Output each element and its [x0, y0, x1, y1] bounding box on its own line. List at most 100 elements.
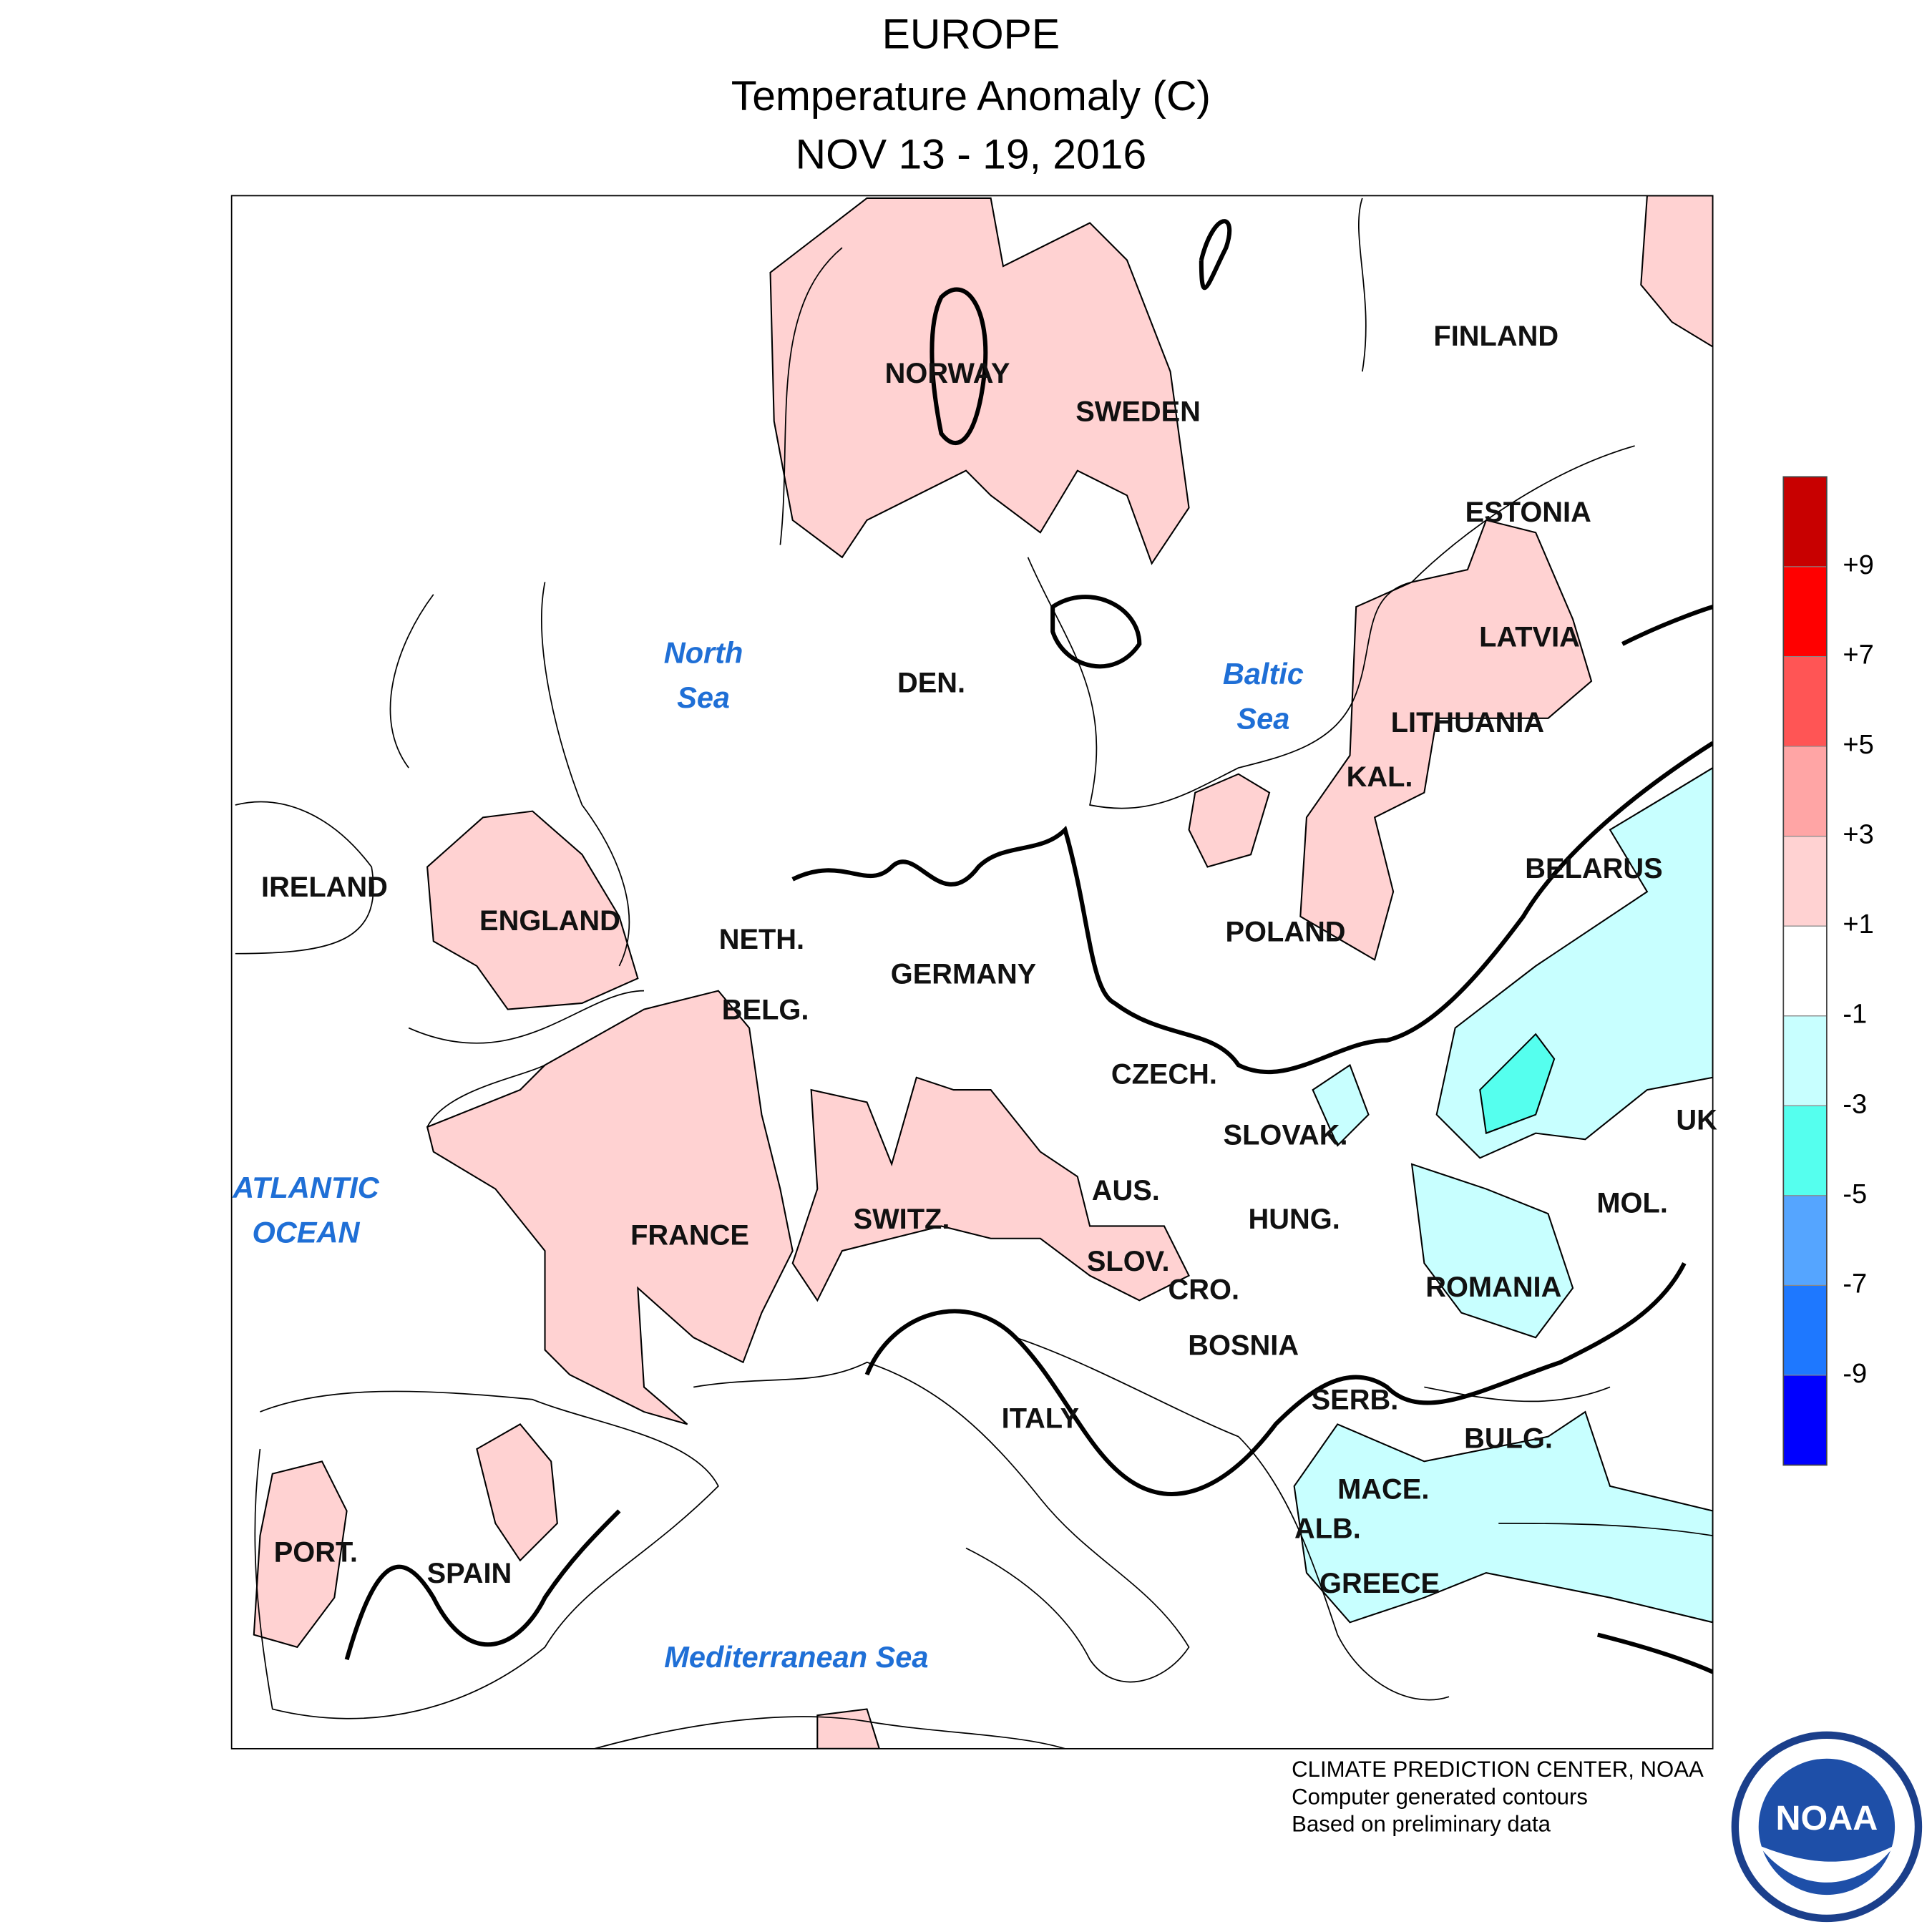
country-label: NETH.	[719, 924, 804, 955]
anomaly-area	[476, 1423, 558, 1562]
legend-swatch	[1782, 746, 1828, 837]
footer-line: Based on preliminary data	[1292, 1811, 1551, 1836]
legend-tick-label: -5	[1843, 1179, 1867, 1209]
anomaly-area	[426, 810, 639, 1010]
country-label: SWEDEN	[1075, 396, 1201, 428]
anomaly-area	[1435, 766, 1713, 1159]
logo-bird	[1758, 1845, 1896, 1883]
anomaly-area	[1299, 519, 1593, 961]
legend-swatch	[1782, 1015, 1828, 1106]
country-label: UK	[1676, 1105, 1717, 1136]
country-label: SLOVAK.	[1224, 1119, 1348, 1151]
legend-swatch	[1782, 566, 1828, 657]
anomaly-area	[1479, 1033, 1556, 1135]
anomaly-area	[1312, 1063, 1370, 1147]
map-frame	[230, 195, 1714, 1750]
country-label: FRANCE	[630, 1220, 749, 1252]
country-label: MOL.	[1596, 1188, 1667, 1219]
country-label: GERMANY	[891, 958, 1036, 990]
sea-label: North	[664, 636, 743, 670]
country-label: POLAND	[1226, 917, 1346, 948]
zero-contour	[1050, 595, 1142, 669]
legend-tick-label: +7	[1843, 640, 1873, 670]
country-label: CZECH.	[1111, 1059, 1217, 1091]
map-fields	[235, 195, 1713, 1749]
anomaly-area	[1410, 1163, 1574, 1339]
zero-contour	[1596, 1632, 1713, 1674]
legend-tick-label: -7	[1843, 1269, 1867, 1299]
country-label: LATVIA	[1479, 622, 1580, 653]
logo-text: NOAA	[1776, 1799, 1878, 1838]
country-label: SWITZ.	[854, 1204, 950, 1235]
anomaly-area	[1640, 195, 1713, 348]
country-label: ROMANIA	[1425, 1272, 1561, 1303]
anomaly-area	[1188, 773, 1271, 868]
sea-label: Mediterranean Sea	[664, 1640, 928, 1674]
country-label: SERB.	[1312, 1385, 1399, 1416]
legend-tick-label: +1	[1843, 909, 1873, 940]
country-label: BULG.	[1464, 1423, 1553, 1454]
coastline	[235, 197, 1713, 1749]
legend-tick-label: -3	[1843, 1089, 1867, 1119]
country-label: SLOV.	[1087, 1246, 1170, 1277]
country-label: ESTONIA	[1465, 497, 1591, 528]
zero-contour	[864, 1262, 1687, 1496]
legend-tick-label: +5	[1843, 730, 1873, 760]
legend-swatch	[1782, 476, 1828, 567]
anomaly-area	[253, 1460, 348, 1649]
country-label: DEN.	[897, 668, 965, 699]
zero-contour	[344, 1509, 621, 1661]
zero-contour	[1199, 219, 1232, 291]
country-label: ITALY	[1002, 1403, 1079, 1435]
country-label: ALB.	[1294, 1513, 1361, 1545]
anomaly-area	[791, 1076, 1190, 1302]
legend-swatch	[1782, 1195, 1828, 1286]
legend-frame	[1782, 476, 1828, 1466]
sea-label: Sea	[677, 680, 730, 714]
legend-swatch	[1782, 1375, 1828, 1466]
legend-tick-label: +9	[1843, 550, 1873, 580]
country-label: LITHUANIA	[1391, 707, 1544, 738]
country-label: SPAIN	[427, 1558, 512, 1589]
anomaly-area	[1293, 1410, 1713, 1624]
sea-label: Sea	[1236, 701, 1289, 735]
title-line: Temperature Anomaly (C)	[731, 73, 1211, 119]
anomaly-area	[816, 1708, 880, 1749]
footer-line: Computer generated contours	[1292, 1784, 1588, 1809]
title-line: NOV 13 - 19, 2016	[796, 131, 1147, 177]
legend-swatch	[1782, 1284, 1828, 1376]
country-label: BELG.	[722, 995, 809, 1026]
title-line: EUROPE	[882, 11, 1060, 57]
country-label: BELARUS	[1525, 853, 1662, 884]
zero-contour	[791, 741, 1713, 1075]
country-label: HUNG.	[1249, 1204, 1340, 1235]
sea-label: OCEAN	[253, 1216, 361, 1249]
country-label: BOSNIA	[1188, 1330, 1299, 1362]
legend-swatch	[1782, 836, 1828, 927]
anomaly-area	[426, 990, 794, 1425]
country-label: PORT.	[274, 1537, 358, 1568]
legend-swatch	[1782, 925, 1828, 1017]
legend-swatch	[1782, 1105, 1828, 1196]
country-label: FINLAND	[1433, 321, 1558, 352]
zero-contour	[930, 287, 988, 445]
anomaly-area	[769, 197, 1190, 565]
noaa-logo: NOAA	[1731, 1731, 1923, 1923]
country-label: ENGLAND	[479, 905, 620, 937]
legend-swatch	[1782, 655, 1828, 747]
country-label: IRELAND	[261, 872, 388, 903]
country-label: AUS.	[1092, 1175, 1160, 1206]
country-label: MACE.	[1337, 1473, 1429, 1505]
country-label: NORWAY	[885, 358, 1010, 389]
legend-tick-label: -1	[1843, 1000, 1867, 1030]
zero-contour	[1621, 605, 1713, 646]
sea-label: Baltic	[1223, 657, 1304, 691]
country-label: KAL.	[1347, 761, 1413, 793]
legend-tick-label: -9	[1843, 1359, 1867, 1389]
country-label: GREECE	[1319, 1568, 1440, 1599]
country-label: CRO.	[1169, 1274, 1240, 1306]
sea-label: ATLANTIC	[232, 1171, 379, 1204]
footer-line: CLIMATE PREDICTION CENTER, NOAA	[1292, 1757, 1704, 1782]
